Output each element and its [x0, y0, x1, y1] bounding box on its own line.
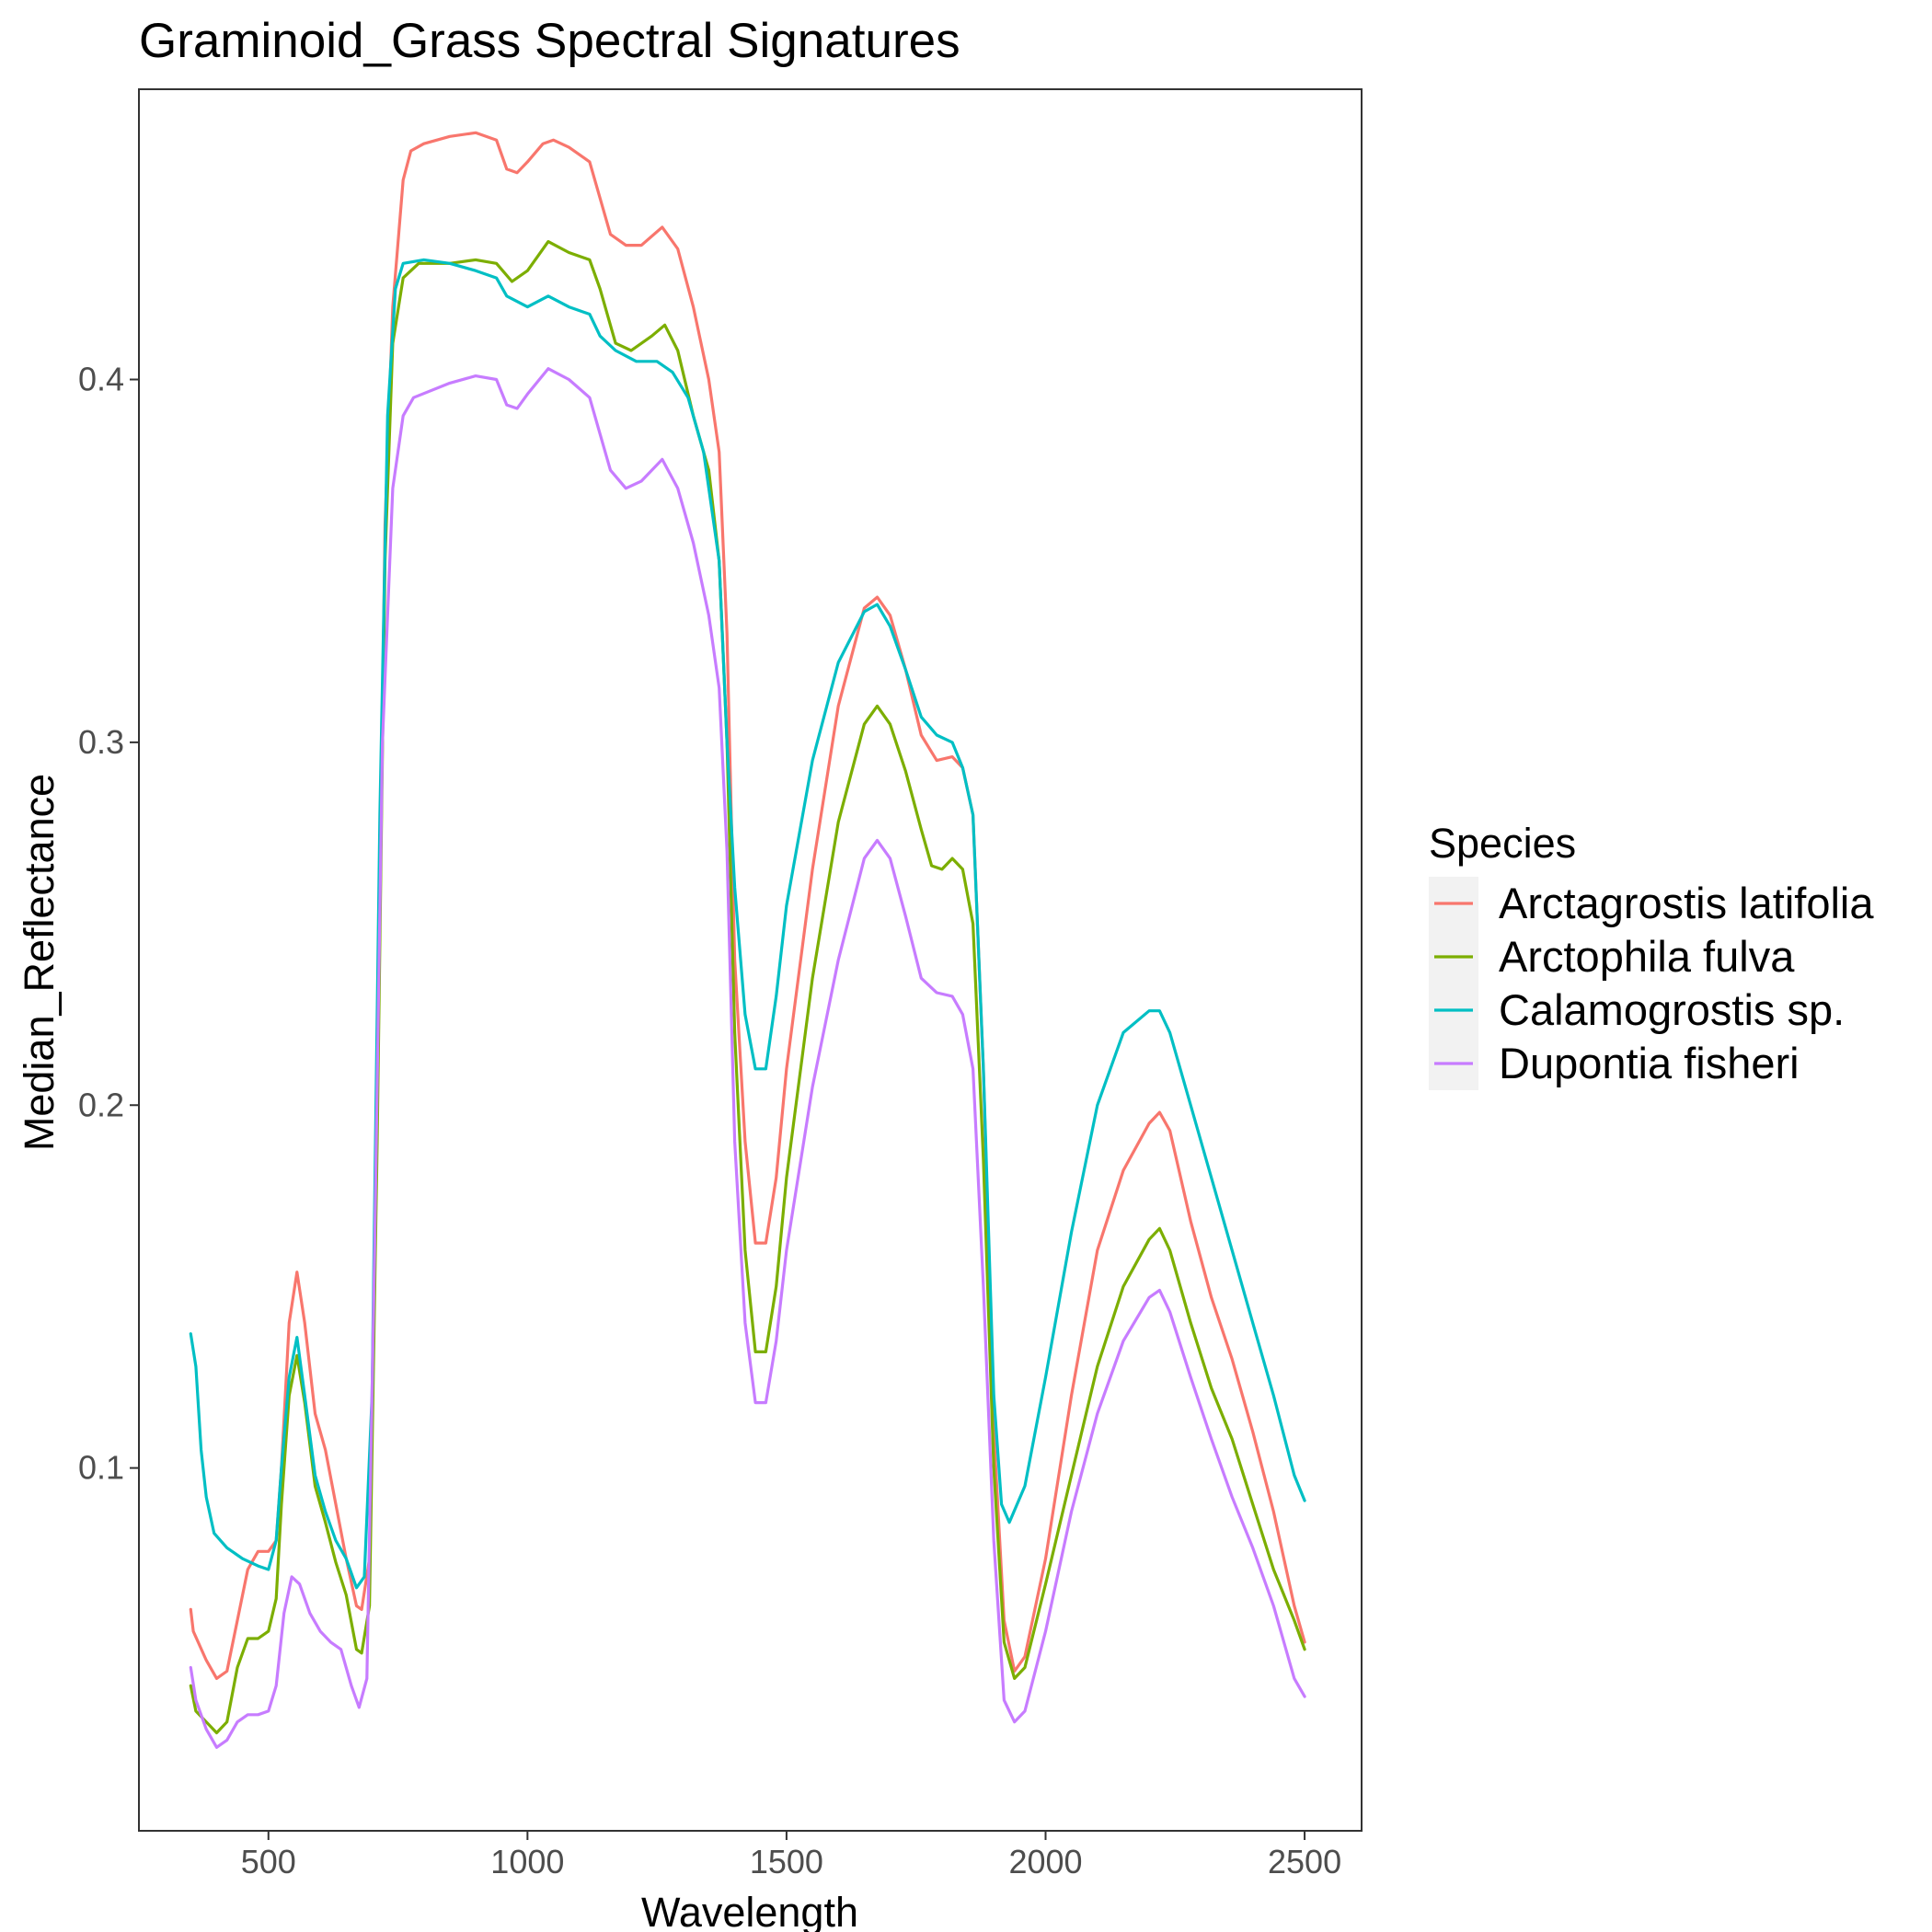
legend-title: Species [1429, 820, 1576, 867]
series-line [189, 367, 1306, 1749]
x-axis: 500 1000 1500 2000 2500 [241, 1831, 1341, 1880]
legend-label: Calamogrostis sp. [1499, 985, 1845, 1034]
y-tick-label: 0.3 [78, 723, 124, 761]
legend-label: Arctagrostis latifolia [1499, 879, 1874, 927]
y-axis: 0.1 0.2 0.3 0.4 [78, 361, 139, 1487]
y-tick-label: 0.4 [78, 361, 124, 398]
legend-key-background [1429, 877, 1478, 1090]
y-axis-title: Median_Reflectance [16, 774, 63, 1151]
x-tick-label: 2500 [1268, 1843, 1341, 1880]
x-tick-label: 2000 [1008, 1843, 1082, 1880]
x-tick-label: 1500 [750, 1843, 823, 1880]
x-tick-label: 500 [241, 1843, 296, 1880]
legend-label: Dupontia fisheri [1499, 1039, 1800, 1087]
x-tick-label: 1000 [490, 1843, 564, 1880]
series-line [189, 131, 1306, 1680]
x-axis-title: Wavelength [641, 1889, 858, 1932]
chart-title: Graminoid_Grass Spectral Signatures [139, 14, 960, 68]
series-line [189, 258, 1306, 1590]
y-tick-label: 0.2 [78, 1086, 124, 1123]
y-tick-label: 0.1 [78, 1449, 124, 1487]
plot-panel [138, 88, 1363, 1832]
plot-lines [189, 131, 1306, 1749]
legend: Species Arctagrostis latifolia Arctophila… [1429, 820, 1874, 1090]
legend-label: Arctophila fulva [1499, 932, 1795, 981]
